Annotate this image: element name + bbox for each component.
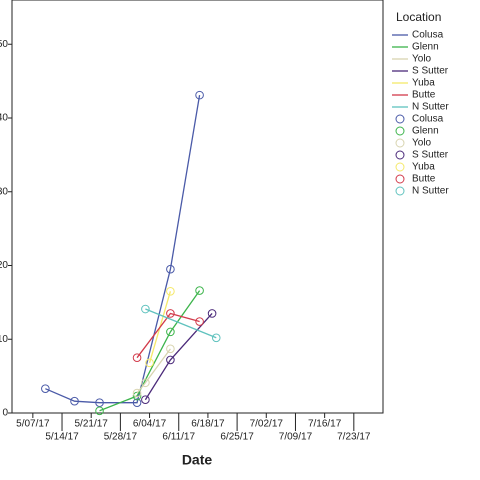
x-tick-label: 7/02/17 xyxy=(250,419,284,430)
y-tick-label: 10 xyxy=(0,334,8,345)
data-point xyxy=(166,355,175,365)
legend-label: Yuba xyxy=(412,162,435,173)
data-point xyxy=(195,317,204,326)
data-point xyxy=(132,353,142,362)
y-tick-label: 50 xyxy=(0,39,8,50)
x-tick-label: 5/07/17 xyxy=(16,419,50,430)
data-point xyxy=(95,406,104,416)
data-point xyxy=(166,309,175,318)
x-tick-label: 5/21/17 xyxy=(75,419,109,430)
x-axis-label: Date xyxy=(182,452,213,468)
data-point xyxy=(132,398,142,407)
legend-label: Colusa xyxy=(412,114,444,125)
legend-marker xyxy=(395,174,405,184)
data-point xyxy=(211,333,221,343)
series-line xyxy=(136,348,171,394)
data-point xyxy=(195,90,204,100)
x-tick-label: 6/04/17 xyxy=(133,419,167,430)
legend-label: S Sutter xyxy=(412,150,449,161)
legend-label: Yolo xyxy=(412,138,432,149)
x-tick-label: 6/25/17 xyxy=(220,432,254,443)
data-point xyxy=(132,388,142,398)
series-line xyxy=(99,290,201,412)
legend-title: Location xyxy=(396,10,441,24)
legend-marker xyxy=(395,114,405,124)
x-tick-label: 7/23/17 xyxy=(337,432,371,443)
legend-label: N Sutter xyxy=(412,186,449,197)
series-line xyxy=(144,313,213,401)
legend-marker xyxy=(395,126,405,136)
x-tick-label: 7/09/17 xyxy=(279,432,313,443)
data-point xyxy=(70,396,79,406)
legend-label: Glenn xyxy=(412,42,439,53)
data-point xyxy=(95,398,104,407)
series-line xyxy=(145,308,217,339)
legend-label: Butte xyxy=(412,174,436,185)
x-tick-label: 6/11/17 xyxy=(162,432,195,443)
legend-label: Colusa xyxy=(412,30,444,41)
data-point xyxy=(41,384,50,393)
legend-marker xyxy=(395,138,405,148)
x-tick-label: 6/18/17 xyxy=(191,419,225,430)
series-line xyxy=(45,95,201,404)
legend-marker xyxy=(395,186,405,196)
x-tick-label: 5/14/17 xyxy=(45,432,79,443)
data-point xyxy=(141,395,150,405)
legend-label: N Sutter xyxy=(412,102,449,113)
legend-marker xyxy=(395,150,405,160)
data-point xyxy=(166,287,175,296)
legend-label: Butte xyxy=(412,90,436,101)
data-point xyxy=(207,309,217,318)
y-tick-label: 20 xyxy=(0,260,8,271)
series-line xyxy=(136,312,200,359)
data-point xyxy=(166,344,175,354)
legend-marker xyxy=(395,162,405,172)
data-point xyxy=(166,327,175,337)
data-point xyxy=(141,378,150,388)
x-tick-label: 5/28/17 xyxy=(104,432,138,443)
x-tick-label: 7/16/17 xyxy=(308,419,342,430)
data-point xyxy=(195,286,204,295)
y-tick-label: 40 xyxy=(0,113,8,124)
plot-frame xyxy=(11,0,384,414)
data-point xyxy=(145,358,154,368)
legend-label: S Sutter xyxy=(412,66,449,77)
legend-label: Yolo xyxy=(412,54,432,65)
legend-label: Glenn xyxy=(412,126,439,137)
legend-label: Yuba xyxy=(412,78,435,89)
data-point xyxy=(141,304,150,314)
y-tick-label: 0 xyxy=(2,408,8,419)
y-tick-label: 30 xyxy=(0,186,8,197)
data-point xyxy=(166,264,175,274)
